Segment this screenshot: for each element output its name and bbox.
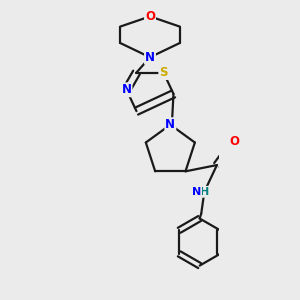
Text: S: S [159, 66, 168, 79]
Text: N: N [192, 187, 201, 197]
Text: N: N [122, 83, 131, 96]
Text: H: H [200, 187, 209, 197]
Text: O: O [229, 135, 239, 148]
Text: N: N [165, 118, 175, 131]
Text: N: N [145, 51, 155, 64]
Text: O: O [145, 10, 155, 23]
